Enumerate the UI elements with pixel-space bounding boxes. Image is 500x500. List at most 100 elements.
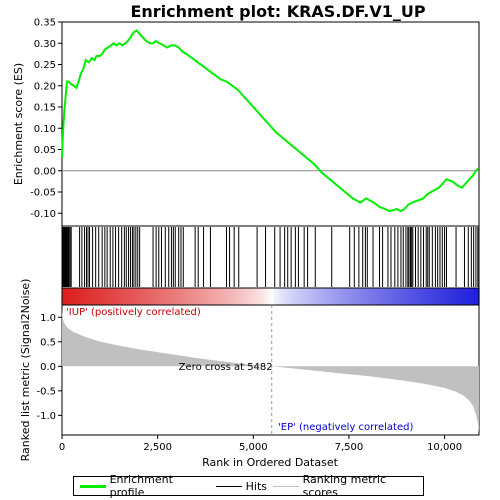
band-segment bbox=[207, 288, 212, 305]
band-segment bbox=[467, 288, 471, 305]
band-segment bbox=[446, 288, 450, 305]
band-segment bbox=[365, 288, 370, 305]
band-segment bbox=[476, 288, 480, 305]
band-segment bbox=[276, 288, 281, 305]
band-segment bbox=[190, 288, 194, 305]
x-axis-label: Rank in Ordered Dataset bbox=[202, 456, 339, 469]
band-segment bbox=[341, 288, 346, 305]
band-segment bbox=[285, 288, 289, 305]
band-segment bbox=[91, 288, 96, 305]
legend-hits-swatch bbox=[215, 485, 242, 487]
band-segment bbox=[386, 288, 391, 305]
band-segment bbox=[172, 288, 176, 305]
band-segment bbox=[312, 288, 316, 305]
rank-color-band bbox=[62, 288, 480, 305]
band-segment bbox=[234, 288, 239, 305]
positive-correlation-label: 'IUP' (positively correlated) bbox=[66, 307, 201, 318]
band-segment bbox=[416, 288, 421, 305]
band-segment bbox=[136, 288, 141, 305]
band-segment bbox=[401, 288, 406, 305]
metric-y-axis: -1.0 -0.5 0.0 0.5 1.0 bbox=[36, 313, 62, 422]
band-segment bbox=[109, 288, 114, 305]
band-segment bbox=[336, 288, 340, 305]
band-segment bbox=[452, 288, 456, 305]
band-segment bbox=[163, 288, 167, 305]
band-segment bbox=[201, 288, 206, 305]
band-segment bbox=[339, 288, 343, 305]
band-segment bbox=[237, 288, 242, 305]
x-tick-label: 0 bbox=[59, 442, 65, 453]
band-segment bbox=[64, 288, 69, 305]
hits-panel-frame bbox=[61, 225, 480, 289]
band-segment bbox=[175, 288, 179, 305]
band-segment bbox=[473, 288, 477, 305]
band-segment bbox=[94, 288, 99, 305]
band-segment bbox=[389, 288, 394, 305]
es-y-tick-label: -0.05 bbox=[30, 188, 56, 199]
band-segment bbox=[193, 288, 197, 305]
band-segment bbox=[145, 288, 149, 305]
band-segment bbox=[437, 288, 441, 305]
band-segment bbox=[410, 288, 415, 305]
band-segment bbox=[240, 288, 245, 305]
band-segment bbox=[327, 288, 331, 305]
band-segment bbox=[97, 288, 102, 305]
band-segment bbox=[273, 288, 278, 305]
band-segment bbox=[392, 288, 397, 305]
band-segment bbox=[267, 288, 272, 305]
es-panel-frame bbox=[61, 21, 480, 227]
band-segment bbox=[324, 288, 328, 305]
band-segment bbox=[264, 288, 269, 305]
band-segment bbox=[395, 288, 400, 305]
band-segment bbox=[127, 288, 132, 305]
es-y-tick-label: 0.20 bbox=[34, 81, 56, 92]
x-tick-label: 7,500 bbox=[335, 442, 364, 453]
band-segment bbox=[464, 288, 468, 305]
band-segment bbox=[297, 288, 301, 305]
band-segment bbox=[228, 288, 233, 305]
metric-y-label: Ranked list metric (Signal2Noise) bbox=[19, 279, 32, 462]
band-segment bbox=[455, 288, 459, 305]
metric-y-tick-label: -0.5 bbox=[36, 386, 56, 397]
band-segment bbox=[210, 288, 215, 305]
hits-group bbox=[61, 227, 479, 287]
band-segment bbox=[88, 288, 93, 305]
band-segment bbox=[213, 288, 218, 305]
band-segment bbox=[330, 288, 334, 305]
band-segment bbox=[184, 288, 188, 305]
band-segment bbox=[398, 288, 403, 305]
band-segment bbox=[243, 288, 248, 305]
band-segment bbox=[291, 288, 295, 305]
band-segment bbox=[333, 288, 337, 305]
band-segment bbox=[62, 288, 66, 305]
legend-ranking-swatch bbox=[273, 485, 299, 487]
band-segment bbox=[431, 288, 435, 305]
band-segment bbox=[309, 288, 313, 305]
band-segment bbox=[124, 288, 129, 305]
x-tick-label: 2,500 bbox=[143, 442, 172, 453]
band-segment bbox=[279, 288, 284, 305]
band-segment bbox=[103, 288, 108, 305]
band-segment bbox=[67, 288, 72, 305]
band-segment bbox=[318, 288, 322, 305]
legend-enrichment-profile: Enrichment profile bbox=[80, 473, 210, 499]
band-segment bbox=[371, 288, 376, 305]
band-segment bbox=[82, 288, 87, 305]
band-segment bbox=[70, 288, 75, 305]
band-segment bbox=[470, 288, 474, 305]
band-segment bbox=[359, 288, 364, 305]
band-segment bbox=[288, 288, 292, 305]
band-segment bbox=[383, 288, 388, 305]
es-y-tick-label: 0.30 bbox=[34, 39, 56, 50]
legend-ranking-metric: Ranking metric scores bbox=[273, 473, 423, 499]
metric-y-tick-label: 0.5 bbox=[40, 337, 56, 348]
band-segment bbox=[100, 288, 105, 305]
band-segment bbox=[196, 288, 200, 305]
band-segment bbox=[356, 288, 361, 305]
band-segment bbox=[282, 288, 286, 305]
x-axis: 0 2,500 5,000 7,500 10,000 bbox=[59, 435, 462, 453]
band-segment bbox=[157, 288, 161, 305]
band-segment bbox=[115, 288, 120, 305]
band-segment bbox=[362, 288, 367, 305]
